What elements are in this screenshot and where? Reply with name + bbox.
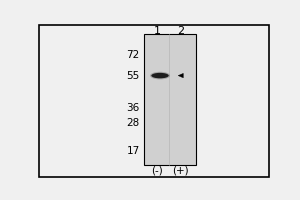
Ellipse shape (151, 73, 169, 78)
Text: 72: 72 (127, 50, 140, 60)
FancyBboxPatch shape (39, 25, 269, 177)
Text: 28: 28 (127, 118, 140, 128)
Text: 17: 17 (127, 146, 140, 156)
Text: 36: 36 (127, 103, 140, 113)
Polygon shape (178, 73, 183, 78)
Text: 1: 1 (154, 26, 161, 36)
Text: (+): (+) (172, 166, 189, 176)
Ellipse shape (150, 72, 170, 79)
Bar (145, 34, 196, 165)
Text: (-): (-) (152, 166, 163, 176)
Text: 55: 55 (127, 71, 140, 81)
Text: 2: 2 (177, 26, 184, 36)
